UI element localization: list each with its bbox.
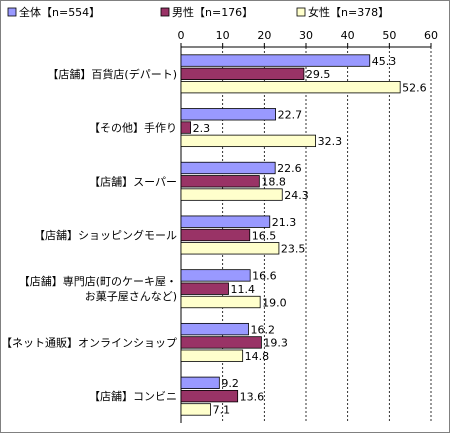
bar <box>180 242 280 255</box>
category-label: 【店舗】専門店(町のケーキ屋・ <box>19 274 177 288</box>
bar <box>180 228 251 242</box>
category-label: 【店舗】百貨店(デパート) <box>47 67 177 81</box>
legend-swatch <box>296 7 306 17</box>
legend-label: 男性【n=176】 <box>172 5 253 19</box>
bar <box>180 134 316 148</box>
data-label: 32.3 <box>318 135 343 148</box>
bar <box>180 161 276 175</box>
bar <box>180 215 271 228</box>
bar <box>180 349 244 362</box>
bar <box>180 108 276 121</box>
legend-label: 女性【n=378】 <box>308 5 389 19</box>
bar <box>180 376 220 389</box>
data-label: 16.5 <box>252 229 277 242</box>
data-label: 14.8 <box>245 350 270 363</box>
data-label: 18.8 <box>261 176 286 189</box>
data-label: 45.3 <box>372 55 397 68</box>
bar <box>180 322 249 336</box>
tick-label: 40 <box>341 29 355 42</box>
data-label: 21.3 <box>272 216 297 229</box>
legend-swatch <box>7 7 17 17</box>
tick-label: 10 <box>216 29 230 42</box>
tick-label: 50 <box>382 29 396 42</box>
category-label: 【その他】手作り <box>89 121 177 135</box>
bar <box>180 67 305 81</box>
legend-swatch <box>160 7 170 17</box>
data-label: 19.0 <box>262 296 287 309</box>
tick-label: 0 <box>178 29 185 42</box>
bar <box>180 175 260 188</box>
category-label: 【店舗】ショッピングモール <box>34 228 177 242</box>
data-label: 16.6 <box>252 270 277 283</box>
data-label: 29.5 <box>306 68 331 81</box>
category-label: 【ネット通販】オンラインショップ <box>1 336 177 349</box>
data-label: 7.1 <box>213 404 231 417</box>
bar <box>180 389 239 403</box>
bar <box>180 295 261 309</box>
tick-label: 20 <box>257 29 271 42</box>
bar <box>180 282 229 295</box>
data-label: 24.3 <box>284 189 309 202</box>
data-label: 22.7 <box>278 109 303 122</box>
category-label: 【店舗】コンビニ <box>89 389 177 403</box>
bar <box>180 188 283 201</box>
data-label: 9.2 <box>221 377 239 390</box>
bar <box>180 336 262 349</box>
data-label: 19.3 <box>263 337 288 350</box>
data-label: 13.6 <box>240 390 265 403</box>
category-label: お菓子屋さんなど) <box>85 290 177 303</box>
category-label: 【店舗】スーパー <box>89 174 177 188</box>
data-label: 22.6 <box>277 162 302 175</box>
bar <box>180 54 371 67</box>
data-label: 23.5 <box>281 243 306 256</box>
bar <box>180 81 401 94</box>
bar <box>180 269 251 282</box>
data-label: 52.6 <box>402 81 427 94</box>
data-label: 2.3 <box>193 122 211 135</box>
data-label: 16.2 <box>251 323 276 336</box>
data-label: 11.4 <box>231 283 256 296</box>
tick-label: 30 <box>299 29 313 42</box>
tick-label: 60 <box>424 29 438 42</box>
legend-label: 全体【n=554】 <box>19 5 100 19</box>
bar <box>180 403 211 416</box>
bar <box>180 121 191 134</box>
